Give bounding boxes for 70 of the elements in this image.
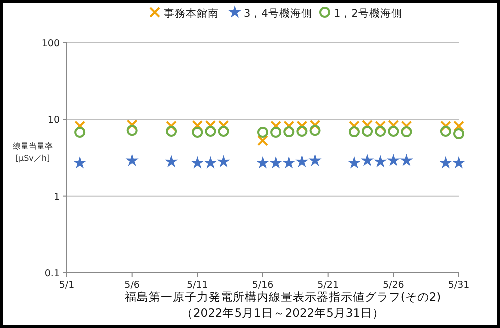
point <box>440 126 452 138</box>
point <box>192 127 204 138</box>
point <box>296 120 308 132</box>
point <box>126 120 138 131</box>
point <box>348 126 360 138</box>
point <box>166 126 178 138</box>
point <box>258 127 268 138</box>
point <box>401 154 412 166</box>
point <box>74 157 86 168</box>
point <box>454 120 464 132</box>
point <box>388 126 400 138</box>
y-tick-label: 100 <box>42 38 60 50</box>
point <box>453 157 465 168</box>
x-tick-label: 5/11 <box>186 280 208 291</box>
x-tick-label: 5/31 <box>448 280 470 291</box>
y-tick-label: 1 <box>54 192 60 203</box>
text: 福島第一原子力発電所構内線量表示器指示値グラフ(その2) <box>124 290 442 304</box>
y-tick-label: 10 <box>48 115 60 126</box>
point <box>440 120 452 132</box>
point <box>270 120 282 132</box>
point <box>401 126 412 138</box>
y-tick-label: 0.1 <box>44 268 60 280</box>
point <box>270 127 282 138</box>
point <box>284 126 295 138</box>
point <box>362 154 374 166</box>
legend-label: 事務本館南 <box>164 7 219 20</box>
legend-label: 1，2号機海側 <box>334 8 402 20</box>
point <box>192 120 204 132</box>
point <box>218 126 230 138</box>
point <box>74 127 86 138</box>
point <box>166 120 178 132</box>
point <box>388 154 400 166</box>
point <box>284 157 295 168</box>
point <box>362 126 374 138</box>
point <box>126 154 138 166</box>
text: （2022年5月1日～2022年5月31日） <box>181 306 385 320</box>
x-tick-label: 5/21 <box>318 280 340 291</box>
x-tick-label: 5/1 <box>59 280 75 291</box>
point <box>205 120 216 132</box>
point <box>258 135 268 146</box>
point <box>375 126 386 138</box>
y-axis-title: 線量当量率 [μSv／h] <box>12 142 53 163</box>
point <box>296 156 308 167</box>
point <box>310 120 321 131</box>
point <box>348 120 360 132</box>
point <box>296 126 308 138</box>
point <box>375 120 386 132</box>
x-tick-label: 5/16 <box>252 280 274 291</box>
legend-label: 3，4号機海側 <box>244 8 312 20</box>
point <box>401 120 412 132</box>
point <box>348 157 360 168</box>
point <box>205 157 216 168</box>
point <box>454 128 464 140</box>
point <box>284 120 295 132</box>
point <box>270 157 282 168</box>
point <box>126 125 138 136</box>
point <box>310 125 321 136</box>
point <box>192 157 204 168</box>
point <box>218 120 230 132</box>
point <box>310 154 321 166</box>
point <box>74 120 86 132</box>
point <box>440 157 452 168</box>
point <box>374 156 386 167</box>
x-tick-label: 5/26 <box>382 280 404 291</box>
x-tick-label: 5/6 <box>124 280 140 291</box>
point <box>388 120 400 131</box>
point <box>218 156 230 167</box>
point <box>205 126 216 138</box>
point <box>166 156 178 167</box>
point <box>257 157 269 168</box>
